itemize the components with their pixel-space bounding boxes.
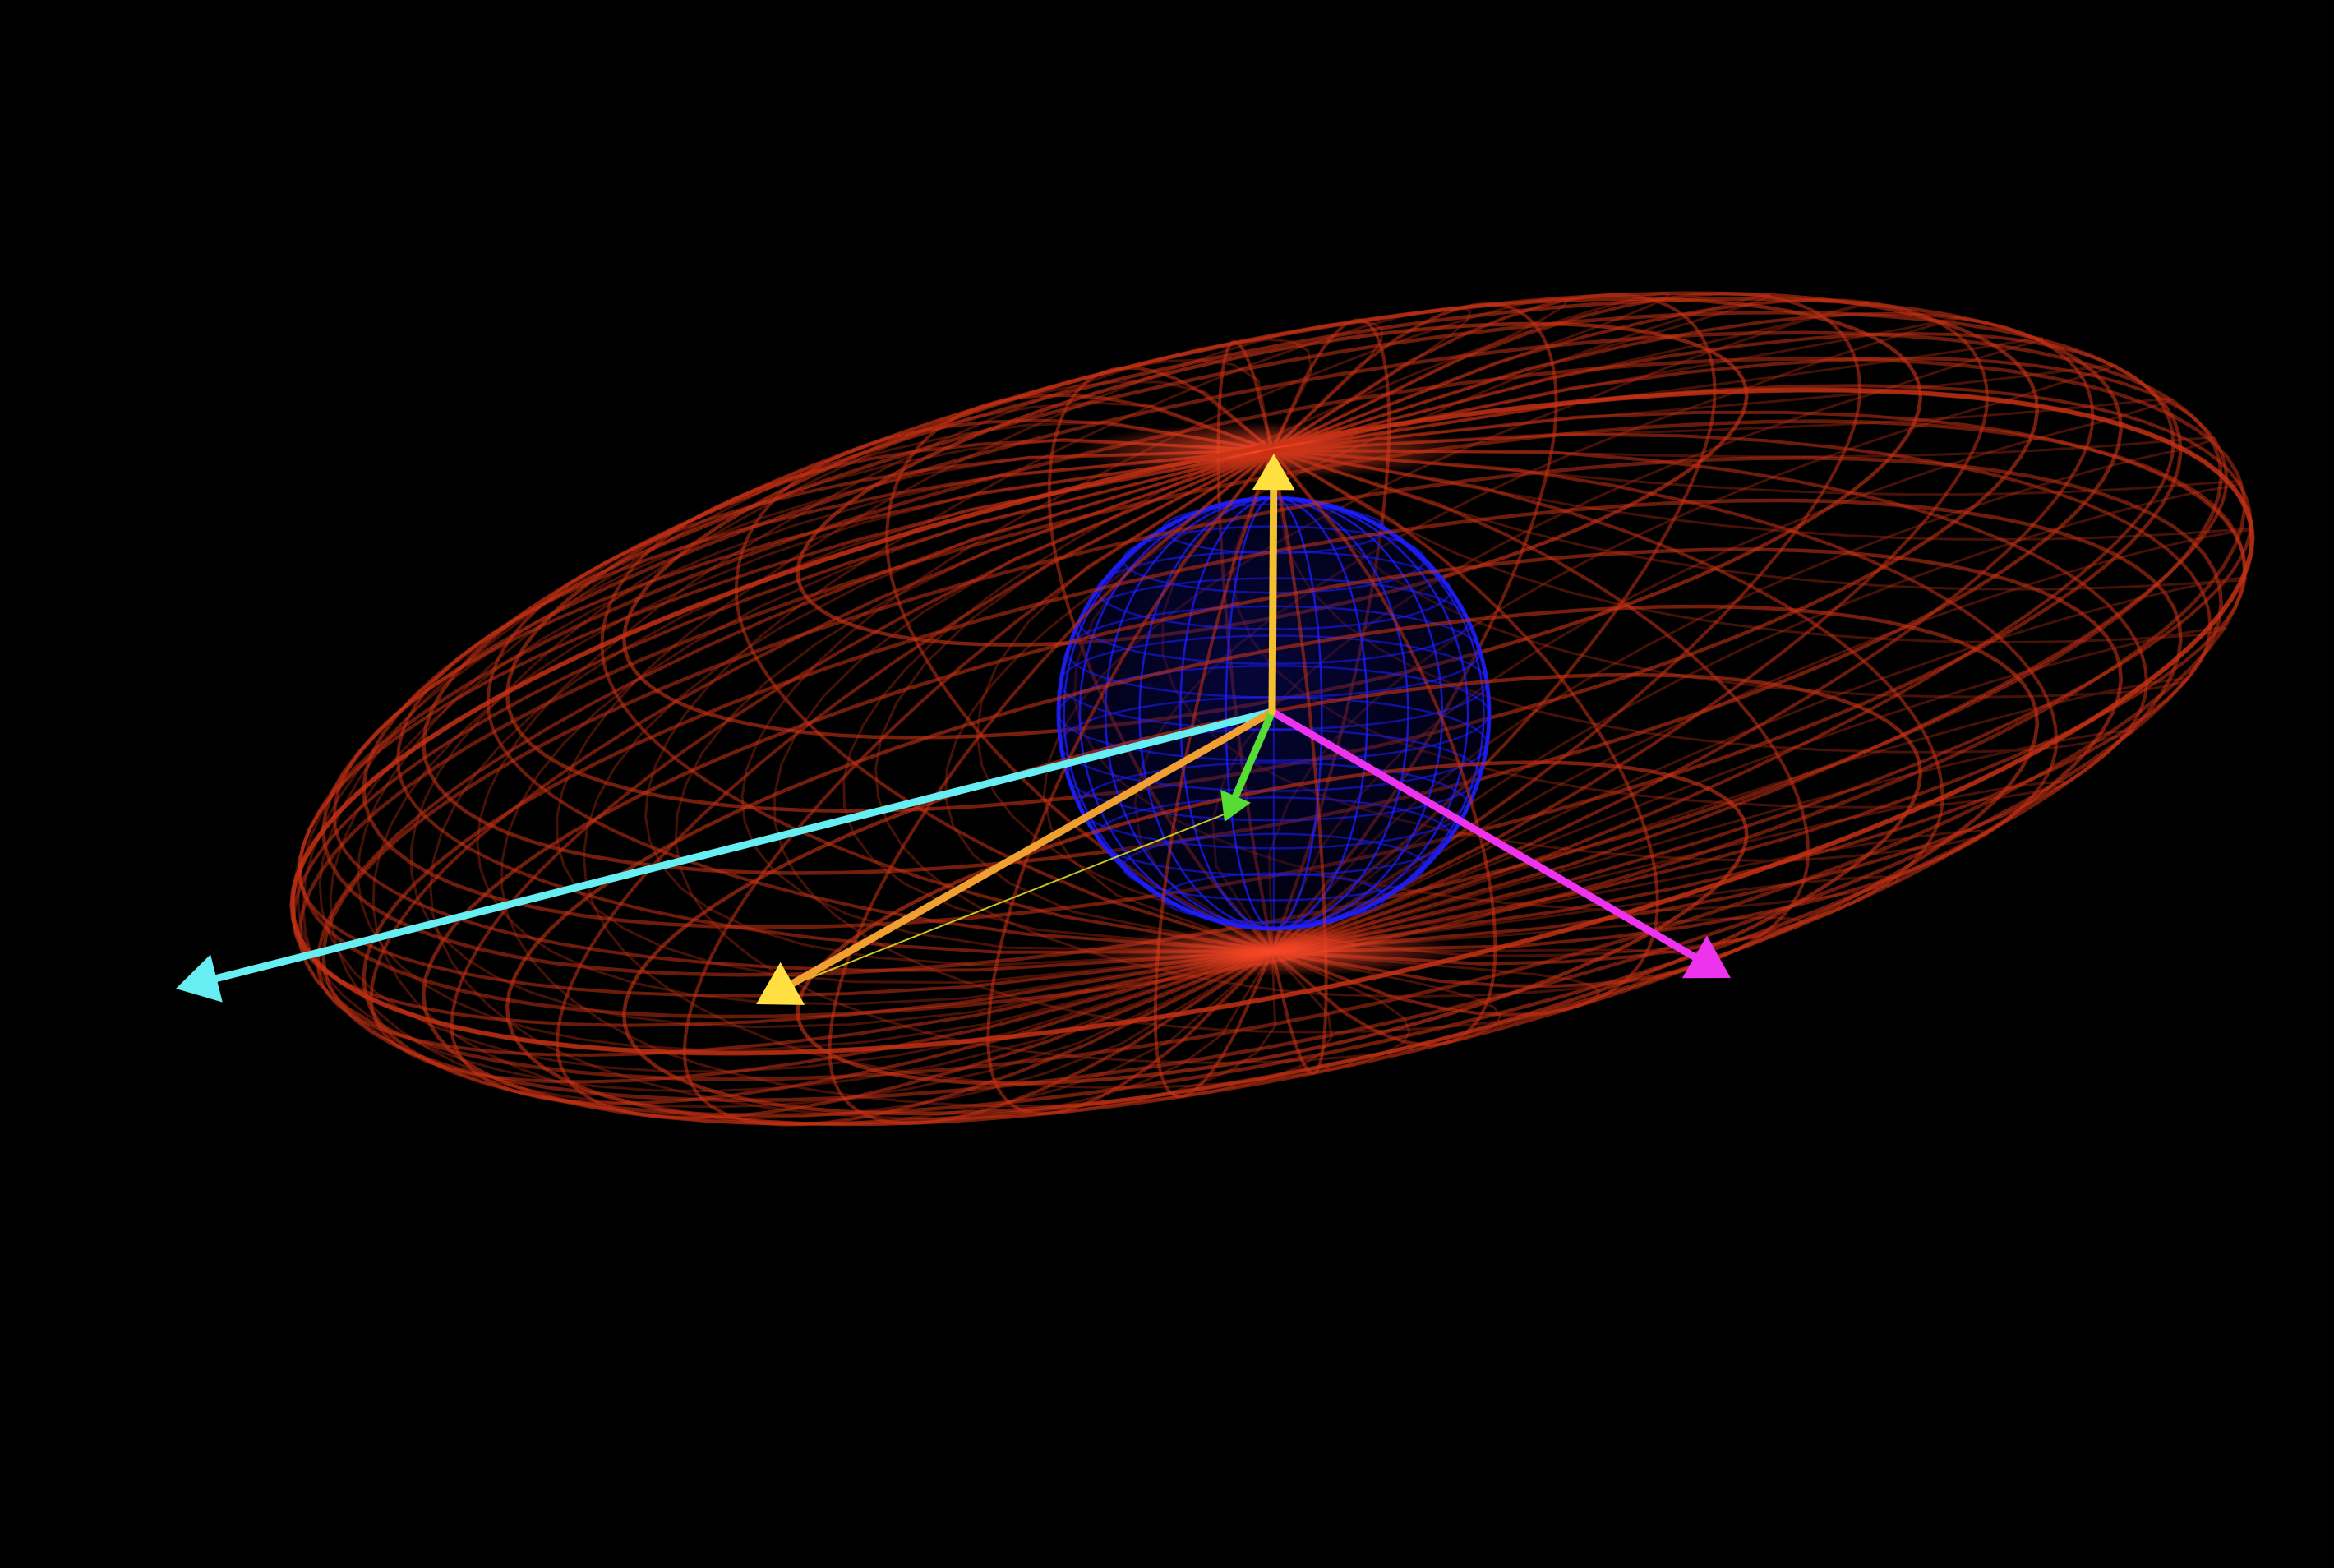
ellipsoid-wireframe-front [289, 384, 2255, 1127]
magenta-vector-head [1681, 935, 1731, 979]
vertical-vector-shaft [1268, 486, 1278, 716]
cyan-vector-shaft [212, 708, 1276, 983]
ellipsoid-outline [289, 387, 2255, 1056]
vertical-vector [1252, 454, 1295, 716]
vertical-vector-head [1252, 454, 1295, 491]
vector-arrows [176, 454, 1731, 1005]
orange-vector [756, 708, 1276, 1005]
ellipsoid-bottom-pole-glow [1083, 927, 1461, 976]
orange-vector-shaft [788, 708, 1276, 988]
magenta-vector [1268, 708, 1731, 979]
orange-vector-head [756, 962, 805, 1005]
green-vector [1220, 708, 1276, 822]
cyan-vector [176, 708, 1276, 1003]
cyan-vector-head [176, 954, 223, 1003]
magenta-vector-shaft [1268, 708, 1699, 961]
thin-projection-line [763, 811, 1231, 997]
green-vector-head [1220, 789, 1251, 822]
green-vector-shaft [1232, 708, 1276, 800]
